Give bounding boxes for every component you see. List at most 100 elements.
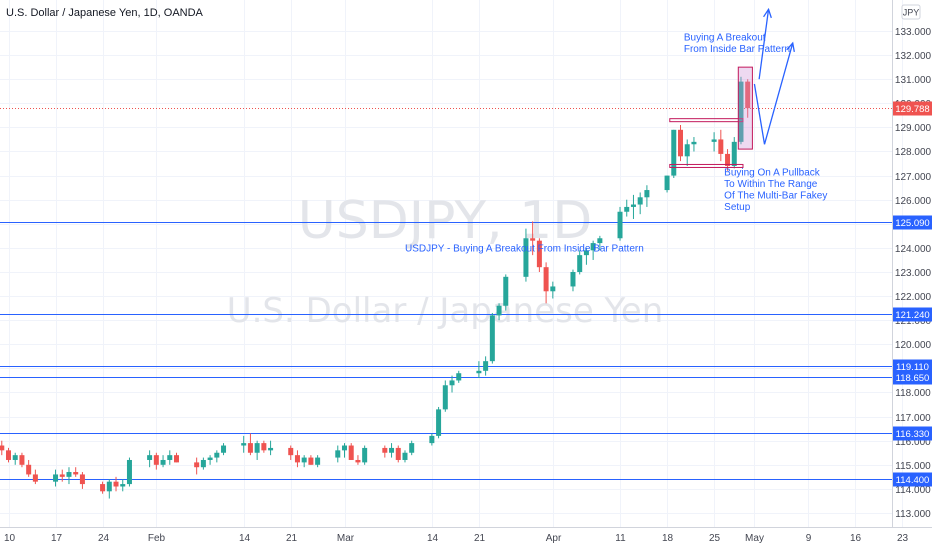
candle-body <box>577 255 583 272</box>
inside-bar-range-line <box>669 163 744 168</box>
candle-body <box>402 452 408 460</box>
candle-body <box>597 238 603 244</box>
candle-body <box>348 445 354 460</box>
candle-body <box>66 472 72 477</box>
grid-lines <box>0 0 903 527</box>
candle-body <box>207 457 213 460</box>
candle-body <box>530 238 536 241</box>
candle-body <box>678 129 683 157</box>
candle-body <box>476 370 482 374</box>
time-tick-label: 25 <box>709 533 721 544</box>
time-tick-label: 14 <box>239 533 251 544</box>
candle-body <box>718 139 724 154</box>
candle-body <box>691 141 697 145</box>
candle-body <box>342 445 347 451</box>
time-tick-label: 14 <box>427 533 439 544</box>
watermark: USDJPY, 1D U.S. Dollar / Japanese Yen <box>227 191 664 331</box>
candle-body <box>389 447 395 453</box>
price-tick-label: 123.000 <box>895 268 932 279</box>
candle-body <box>395 447 401 460</box>
annotation-line: Of The Multi-Bar Fakey <box>724 191 827 202</box>
forecast-arrow <box>753 42 794 145</box>
time-tick-label: 24 <box>98 533 110 544</box>
level-badge-label: 118.650 <box>896 373 930 384</box>
chart-title: U.S. Dollar / Japanese Yen, 1D, OANDA <box>6 7 204 19</box>
arrow-head <box>763 7 772 19</box>
price-tick-label: 113.000 <box>895 509 931 520</box>
candle-body <box>543 267 549 292</box>
candle-body <box>113 481 119 487</box>
annotation-line: Buying On A Pullback <box>724 168 821 179</box>
price-tick-label: 116.000 <box>895 437 931 448</box>
candle-body <box>26 464 32 475</box>
candle-body <box>221 445 227 453</box>
candle-body <box>483 361 489 371</box>
candle-body <box>503 276 509 306</box>
candle-body <box>315 457 321 465</box>
level-badge-label: 125.090 <box>895 218 929 229</box>
time-tick-label: 16 <box>850 533 862 544</box>
chart-annotation: Buying A Breakout From Inside Bar Pattern <box>684 33 790 56</box>
candle-body <box>725 153 731 166</box>
time-tick-label: 10 <box>4 533 16 544</box>
candle-body <box>617 211 623 239</box>
candle-body <box>153 455 159 465</box>
price-tick-label: 133.000 <box>895 27 932 38</box>
level-badge-label: 116.330 <box>896 429 930 440</box>
breakout-box <box>737 66 753 150</box>
candle-body <box>200 459 206 468</box>
inside-bar-range-line <box>669 118 744 123</box>
level-badge <box>893 359 932 374</box>
candle-body <box>624 206 630 212</box>
candle-body <box>0 445 5 451</box>
candle-body <box>583 250 589 256</box>
candle-body <box>294 455 300 463</box>
horizontal-levels <box>0 108 892 480</box>
candle-body <box>590 243 596 251</box>
candle-body <box>174 455 179 463</box>
chart-annotation: Buying On A Pullback To Within The Range O… <box>724 168 827 214</box>
candle-body <box>536 240 542 268</box>
candle-body <box>194 462 200 468</box>
annotation-line: To Within The Range <box>724 179 818 190</box>
candle-body <box>637 197 643 205</box>
time-tick-label: Feb <box>148 533 166 544</box>
candle-body <box>126 459 132 485</box>
candle-body <box>308 457 314 465</box>
price-tick-label: 132.000 <box>895 51 932 62</box>
candles <box>0 76 751 499</box>
candle-body <box>671 129 677 176</box>
price-tick-label: 114.000 <box>895 485 931 496</box>
candle-body <box>120 484 126 487</box>
candle-body <box>382 447 388 453</box>
candle-body <box>664 175 670 191</box>
level-badge <box>893 426 932 441</box>
candle-body <box>32 474 38 482</box>
candle-body <box>630 204 636 207</box>
price-tick-label: 124.000 <box>895 244 932 255</box>
time-tick-label: 9 <box>806 533 812 544</box>
candle-body <box>684 144 690 157</box>
currency-button[interactable] <box>901 4 921 20</box>
level-badge <box>893 307 932 322</box>
candle-body <box>214 452 220 458</box>
candle-body <box>436 409 442 436</box>
last-price-badge <box>893 101 932 116</box>
candle-body <box>12 455 18 460</box>
price-tick-label: 127.000 <box>895 172 932 183</box>
price-tick-label: 117.000 <box>895 413 931 424</box>
drawings <box>669 7 795 168</box>
last-price-label: 129.788 <box>895 104 929 115</box>
time-tick-label: May <box>745 533 764 544</box>
price-tick-label: 131.000 <box>895 75 932 86</box>
candle-body <box>456 373 462 381</box>
price-tick-label: 126.000 <box>895 196 932 207</box>
candle-body <box>523 238 529 277</box>
time-axis[interactable]: 10 17 24 Feb 14 21 Mar 14 21 Apr 11 18 25 May 9 16 23 <box>4 533 909 544</box>
price-tick-label: 120.000 <box>895 340 932 351</box>
price-axis[interactable]: 113.000 114.000 115.000 116.000 117.000 118.0… <box>895 27 932 520</box>
watermark-symbol: USDJPY, 1D <box>298 191 593 251</box>
price-tick-label: 118.000 <box>895 388 931 399</box>
level-badge-label: 114.400 <box>896 475 930 486</box>
